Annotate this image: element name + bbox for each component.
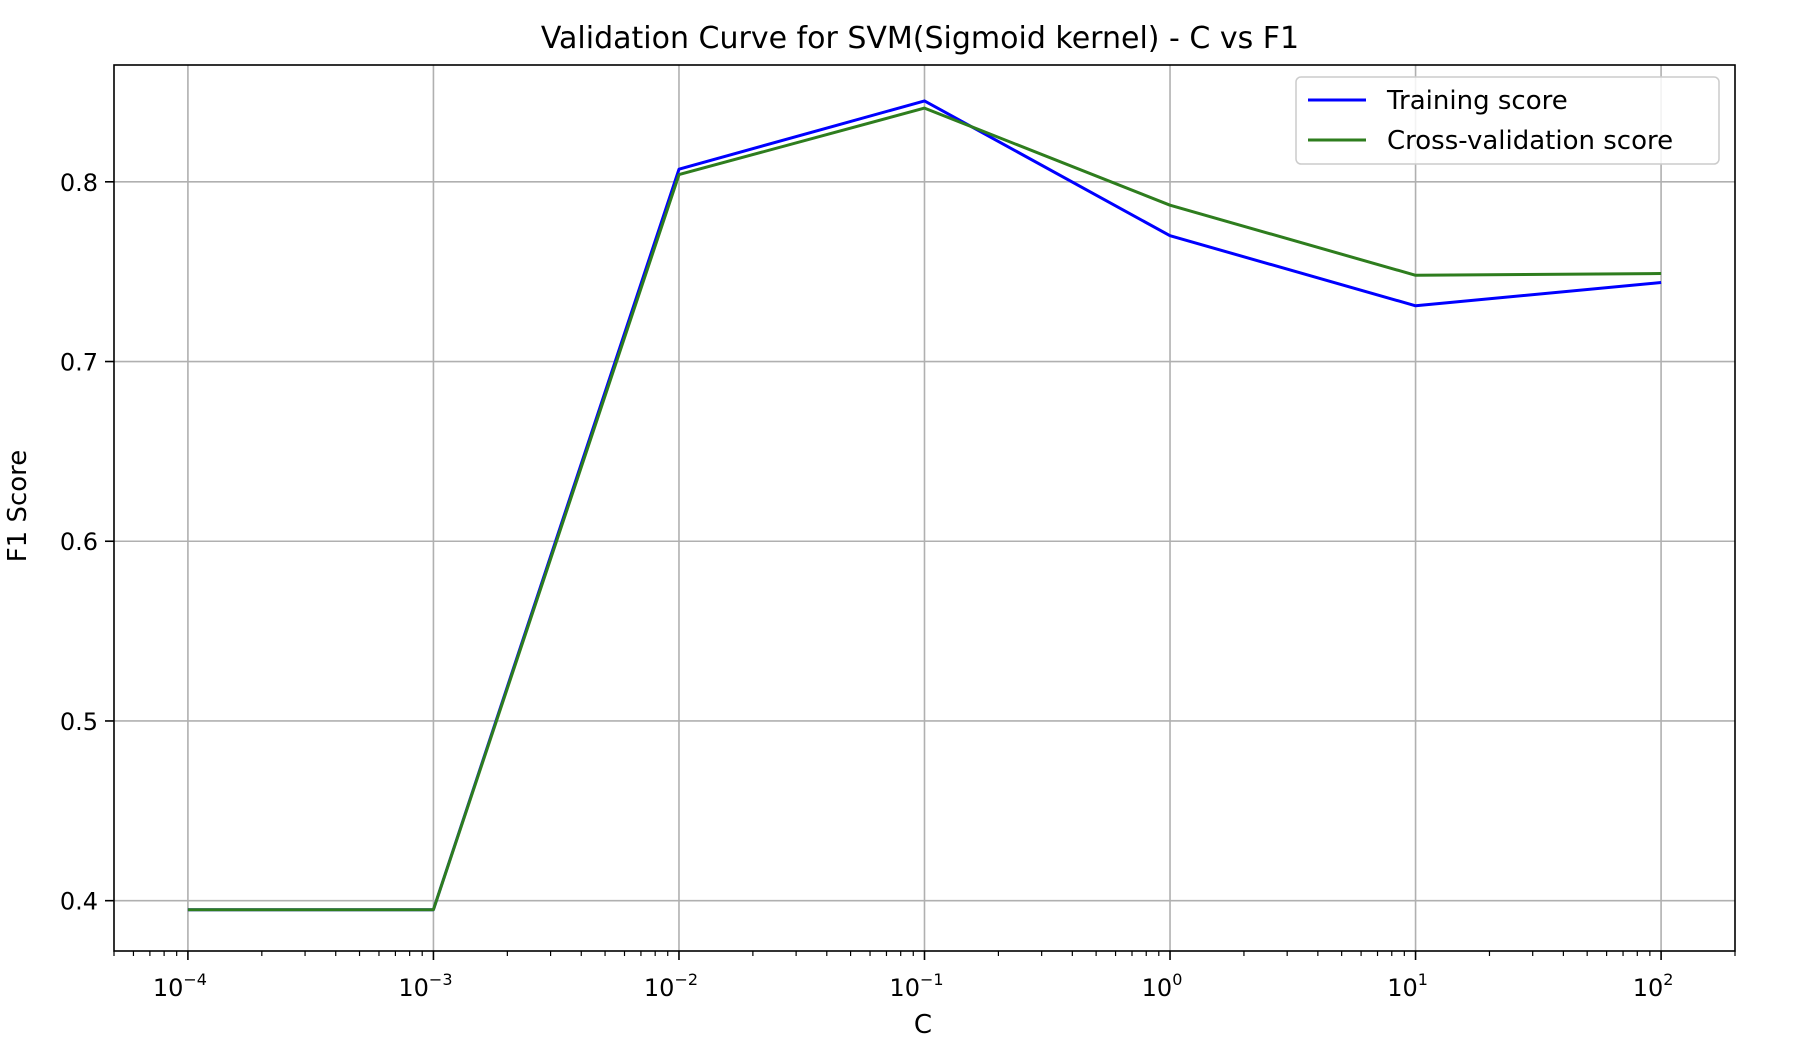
chart-title: Validation Curve for SVM(Sigmoid kernel)… xyxy=(541,21,1299,56)
y-tick-label: 0.8 xyxy=(60,169,98,197)
x-tick-label: 10−4 xyxy=(153,970,207,1002)
legend-label: Cross-validation score xyxy=(1387,126,1673,156)
x-tick-label: 100 xyxy=(1142,970,1183,1002)
x-tick-label: 102 xyxy=(1633,970,1674,1002)
grid-lines xyxy=(114,65,1735,951)
y-tick-label: 0.5 xyxy=(60,708,98,736)
y-tick-label: 0.4 xyxy=(60,888,98,916)
legend: Training score Cross-validation score xyxy=(1295,76,1720,165)
series-line-cross-validation xyxy=(187,106,1662,912)
x-tick-label: 101 xyxy=(1387,970,1428,1002)
y-axis-ticks: 0.4 0.5 0.6 0.7 0.8 xyxy=(60,169,114,916)
x-axis-label: C xyxy=(914,1010,932,1040)
minor-ticks xyxy=(113,951,1736,956)
x-axis-ticks: 10−4 10−3 10−2 10−1 100 101 102 xyxy=(153,951,1674,1002)
x-tick-label: 10−3 xyxy=(398,970,452,1002)
legend-label: Training score xyxy=(1386,86,1568,116)
y-axis-label: F1 Score xyxy=(3,450,33,563)
y-tick-label: 0.7 xyxy=(60,349,98,377)
x-tick-label: 10−1 xyxy=(889,970,943,1002)
x-tick-label: 10−2 xyxy=(644,970,698,1002)
legend-box xyxy=(1295,76,1720,165)
y-tick-label: 0.6 xyxy=(60,528,98,556)
series-lines xyxy=(187,99,1662,912)
